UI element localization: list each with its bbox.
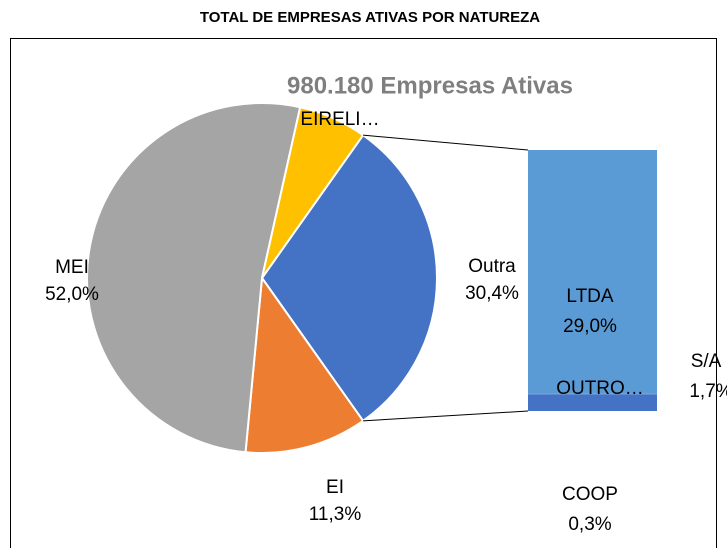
chart-title: TOTAL DE EMPRESAS ATIVAS POR NATUREZA	[200, 9, 540, 26]
pie-label: Outra	[468, 256, 516, 277]
pie-slice	[261, 106, 365, 279]
pie-label: MEI	[55, 257, 89, 278]
pie-value-label: 11,3%	[309, 504, 362, 525]
bar-value-label: 1,7%	[689, 381, 727, 402]
bar-segment	[528, 393, 657, 395]
pie-slice	[260, 133, 438, 423]
pie-value-label: 30,4%	[465, 283, 519, 304]
chart-subtitle: 980.180 Empresas Ativas	[287, 72, 573, 99]
bar-segment	[528, 394, 657, 409]
chart-frame	[10, 38, 717, 548]
bar-value-label: 0,3%	[568, 514, 611, 535]
bar-label: LTDA	[566, 286, 613, 307]
pie-slice	[86, 102, 302, 454]
bar-label: COOP	[562, 484, 618, 505]
pie-label: EIRELI…	[300, 109, 379, 130]
connector-line	[363, 410, 529, 422]
connector-line	[363, 134, 529, 151]
pie-label: EI	[326, 477, 344, 498]
bar-label: S/A	[691, 351, 722, 372]
pie-value-label: 52,0%	[45, 284, 99, 305]
bar-label: OUTRO…	[556, 378, 644, 399]
bar-value-label: 29,0%	[563, 316, 617, 337]
pie-slice	[244, 275, 365, 454]
bar-segment	[528, 408, 657, 411]
bar-segment	[528, 150, 657, 394]
